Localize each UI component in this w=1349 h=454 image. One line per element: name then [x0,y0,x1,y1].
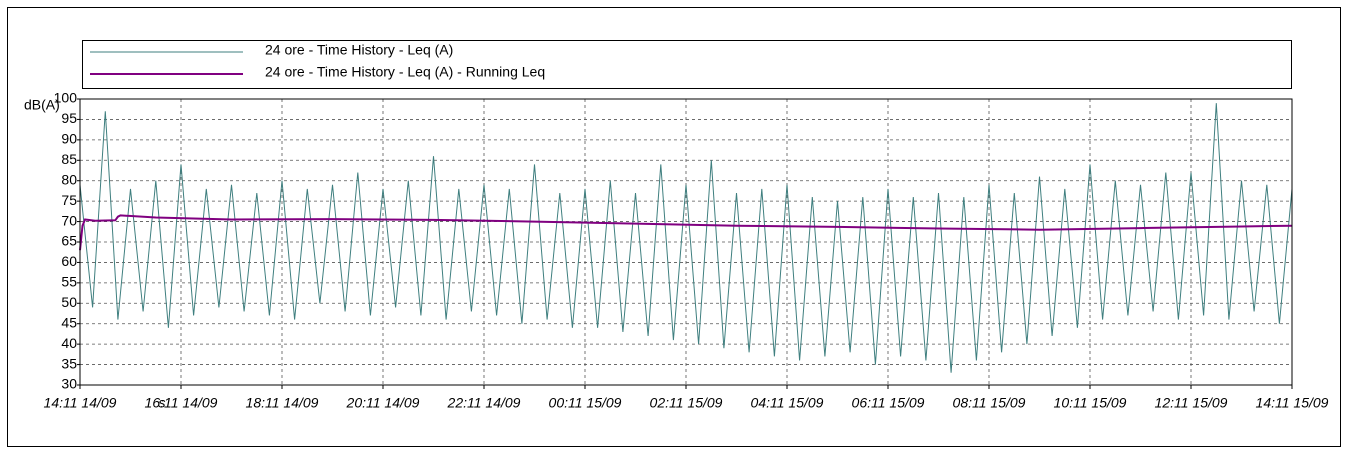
y-tick-label: 70 [61,212,77,228]
x-tick-label: 18:11 14/09 [246,395,319,411]
x-tick-label: 16:11 14/09 [145,395,218,411]
x-tick-label: 06:11 15/09 [852,395,925,411]
x-tick-label: 08:11 15/09 [953,395,1026,411]
y-tick-label: 55 [61,274,77,290]
plot-border [79,98,1293,386]
legend-label: 24 ore - Time History - Leq (A) - Runnin… [265,64,545,80]
y-tick-label: 95 [61,110,77,126]
x-tick-label: 12:11 15/09 [1155,395,1228,411]
y-tick-label: 80 [61,171,77,187]
y-tick-label: 85 [61,151,77,167]
y-axis-label: dB(A) [24,97,60,113]
y-tick-label: 90 [61,131,77,147]
x-tick-label: 20:11 14/09 [346,395,420,411]
legend-label: 24 ore - Time History - Leq (A) [265,42,453,58]
y-tick-label: 50 [61,294,77,310]
y-tick-label: 65 [61,233,77,249]
y-tick-label: 40 [61,335,77,351]
x-tick-label: 14:11 14/09 [44,395,117,411]
series-line [79,103,1293,373]
x-tick-label: 02:11 15/09 [650,395,723,411]
x-tick-label: 04:11 15/09 [751,395,824,411]
y-tick-label: 45 [61,314,77,330]
x-tick-label: 10:11 15/09 [1054,395,1127,411]
x-tick-label: 14:11 15/09 [1256,395,1329,411]
x-axis-label: s [159,395,166,411]
y-tick-label: 35 [61,355,77,371]
y-tick-label: 30 [61,376,77,392]
x-tick-label: 00:11 15/09 [549,395,622,411]
y-tick-label: 75 [61,192,77,208]
y-tick-label: 60 [61,253,77,269]
frame [7,7,1341,447]
legend [82,40,1292,89]
series-line [79,214,1293,251]
x-tick-label: 22:11 14/09 [447,395,521,411]
y-tick-label: 100 [54,90,78,106]
